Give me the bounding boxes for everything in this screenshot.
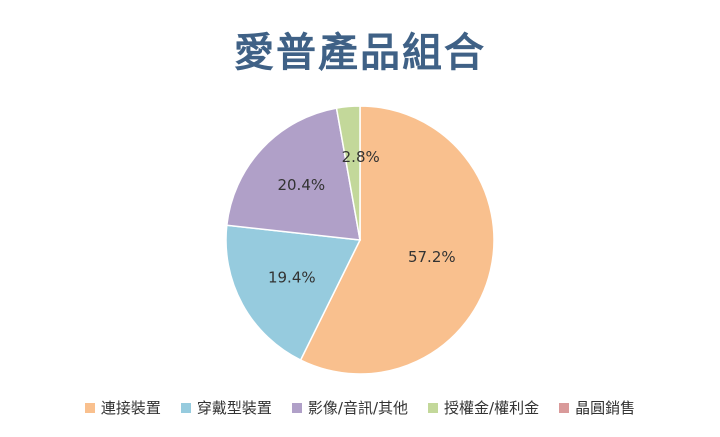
legend-label-4: 授權金/權利金: [444, 399, 540, 417]
legend-label-1: 連接裝置: [100, 399, 161, 417]
legend-item-2: 穿戴型裝置: [180, 397, 272, 418]
legend-label-3: 影像/音訊/其他: [307, 399, 409, 417]
pie-chart: 57.2% 19.4% 20.4% 2.8%: [225, 105, 495, 375]
pie-slice-1: [299, 105, 495, 375]
legend: 連接裝置 穿戴型裝置 影像/音訊/其他 授權金/權利金 晶圓銷售: [0, 397, 720, 418]
legend-swatch-1: [84, 402, 95, 413]
legend-item-4: 授權金/權利金: [428, 397, 539, 418]
pie-slice-2: [225, 224, 362, 362]
legend-item-3: 影像/音訊/其他: [291, 397, 409, 418]
legend-label-5: 晶圓銷售: [575, 399, 636, 417]
legend-swatch-2: [180, 402, 191, 413]
data-label-3: 20.4%: [277, 176, 325, 194]
legend-item-1: 連接裝置: [84, 397, 161, 418]
legend-swatch-3: [291, 402, 302, 413]
data-label-4: 2.8%: [342, 148, 380, 166]
legend-swatch-5: [559, 402, 570, 413]
legend-swatch-4: [428, 402, 439, 413]
data-label-2: 19.4%: [268, 268, 316, 286]
pie-slice-3: [225, 107, 361, 241]
data-label-1: 57.2%: [408, 248, 456, 266]
chart-title: 愛普產品組合: [234, 30, 486, 76]
pie-slice-4: [335, 105, 361, 241]
legend-label-2: 穿戴型裝置: [196, 399, 272, 417]
legend-item-5: 晶圓銷售: [559, 397, 635, 418]
